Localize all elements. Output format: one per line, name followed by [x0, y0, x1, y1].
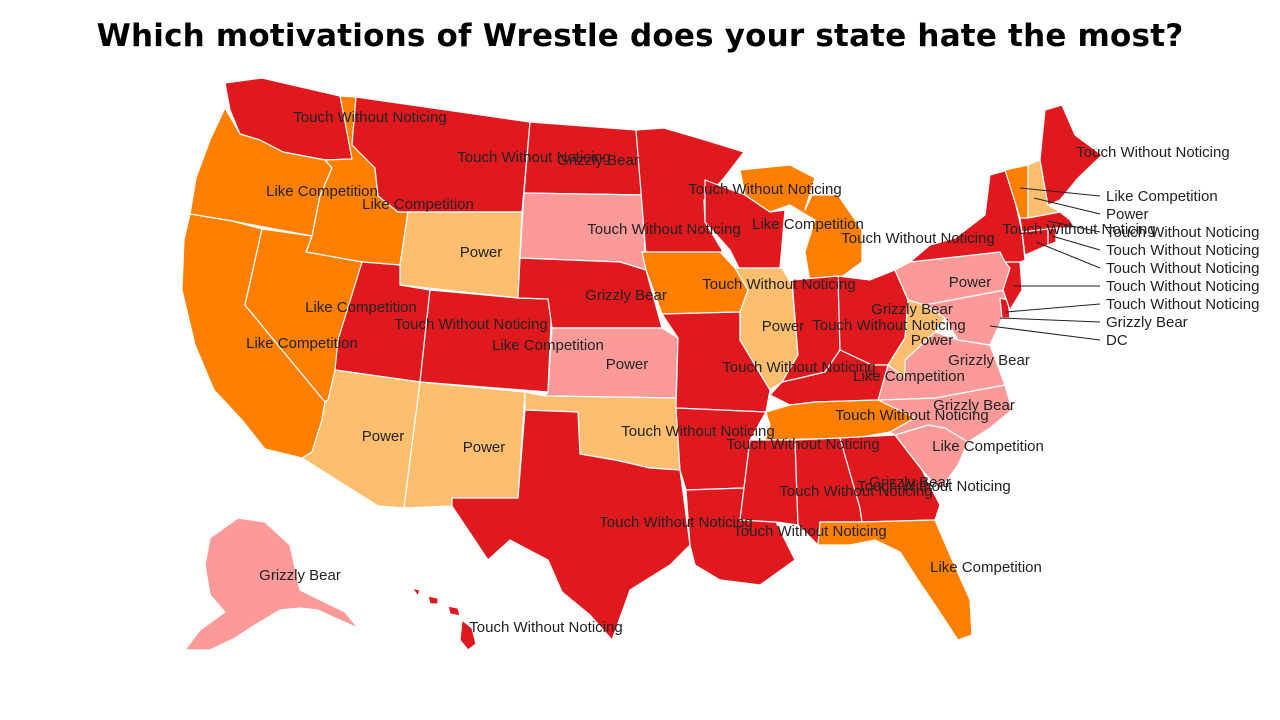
state-label-ny: Touch Without Noticing	[1002, 221, 1155, 238]
state-hi	[411, 587, 477, 651]
state-label-wy: Power	[460, 244, 503, 261]
callout-label-nj: Touch Without Noticing	[1106, 278, 1259, 295]
callout-label-de: Touch Without Noticing	[1106, 296, 1259, 313]
callout-label-vt: Like Competition	[1106, 188, 1218, 205]
state-ak	[184, 517, 359, 651]
state-label-ok: Touch Without Noticing	[621, 423, 774, 440]
state-label-oh: Grizzly Bear	[871, 301, 953, 318]
state-label-pa: Power	[949, 274, 992, 291]
state-tx	[451, 409, 691, 641]
state-label-az: Power	[362, 428, 405, 445]
state-label-ga2: Touch Without Noticing	[857, 478, 1010, 495]
state-label-mi: Touch Without Noticing	[841, 230, 994, 247]
state-label-wa: Touch Without Noticing	[293, 109, 446, 126]
state-label-al: Touch Without Noticing	[779, 483, 932, 500]
state-label-in: Touch Without Noticing	[812, 317, 965, 334]
state-label-mt: Touch Without Noticing	[457, 149, 610, 166]
callout-label-ct: Touch Without Noticing	[1106, 260, 1259, 277]
state-label-ar: Touch Without Noticing	[726, 436, 879, 453]
state-label-sc: Like Competition	[932, 438, 1044, 455]
state-label-tn: Touch Without Noticing	[835, 407, 988, 424]
callout-label-ma: Touch Without Noticing	[1106, 224, 1259, 241]
state-label-tx: Touch Without Noticing	[599, 514, 752, 531]
state-label-nc: Grizzly Bear	[933, 397, 1015, 414]
state-label-fl: Like Competition	[930, 559, 1042, 576]
state-label-va: Grizzly Bear	[948, 352, 1030, 369]
state-label-ms: Touch Without Noticing	[733, 523, 886, 540]
state-label-ky: Like Competition	[853, 368, 965, 385]
state-label-nv: Like Competition	[305, 299, 417, 316]
state-label-or: Like Competition	[266, 183, 378, 200]
leader-line-de	[1005, 303, 1101, 313]
state-label-hi: Touch Without Noticing	[469, 619, 622, 636]
state-label-ca: Like Competition	[246, 335, 358, 352]
leader-line-ma	[1047, 220, 1101, 233]
state-label-co: Like Competition	[492, 337, 604, 354]
state-label-nm: Power	[463, 439, 506, 456]
state-label-ks: Power	[606, 356, 649, 373]
leader-line-nh	[1033, 197, 1101, 215]
state-ny	[909, 169, 1026, 263]
state-mi	[739, 164, 863, 283]
state-il	[734, 267, 799, 391]
state-label-mo: Touch Without Noticing	[722, 359, 875, 376]
state-fl	[817, 519, 973, 641]
state-label-mn: Touch Without Noticing	[688, 181, 841, 198]
state-me	[1039, 104, 1103, 206]
state-wy	[399, 211, 523, 299]
state-label-ak: Grizzly Bear	[259, 567, 341, 584]
leader-line-dc	[989, 325, 1101, 341]
state-label-il: Power	[762, 318, 805, 335]
callout-label-nh: Power	[1106, 206, 1149, 223]
leader-line-md	[999, 317, 1101, 323]
callout-label-md: Grizzly Bear	[1106, 314, 1188, 331]
state-label-ga: Grizzly Bear	[869, 474, 951, 491]
state-label-id: Like Competition	[362, 196, 474, 213]
state-label-sd: Touch Without Noticing	[587, 221, 740, 238]
callout-label-dc: DC	[1106, 332, 1128, 349]
state-co	[419, 289, 553, 393]
leader-line-ct	[1035, 241, 1101, 269]
callout-label-ri: Touch Without Noticing	[1106, 242, 1259, 259]
leader-line-vt	[1019, 187, 1101, 197]
state-label-ia: Touch Without Noticing	[702, 276, 855, 293]
state-label-ut: Touch Without Noticing	[394, 316, 547, 333]
state-label-nd: Grizzly Bear	[557, 152, 639, 169]
state-label-wv: Power	[911, 332, 954, 349]
state-label-wi: Like Competition	[752, 216, 864, 233]
state-label-me: Touch Without Noticing	[1076, 144, 1229, 161]
state-label-ne: Grizzly Bear	[585, 287, 667, 304]
page-title: Which motivations of Wrestle does your s…	[96, 18, 1184, 54]
leader-line-ri	[1051, 235, 1101, 251]
state-nh	[1027, 159, 1061, 219]
